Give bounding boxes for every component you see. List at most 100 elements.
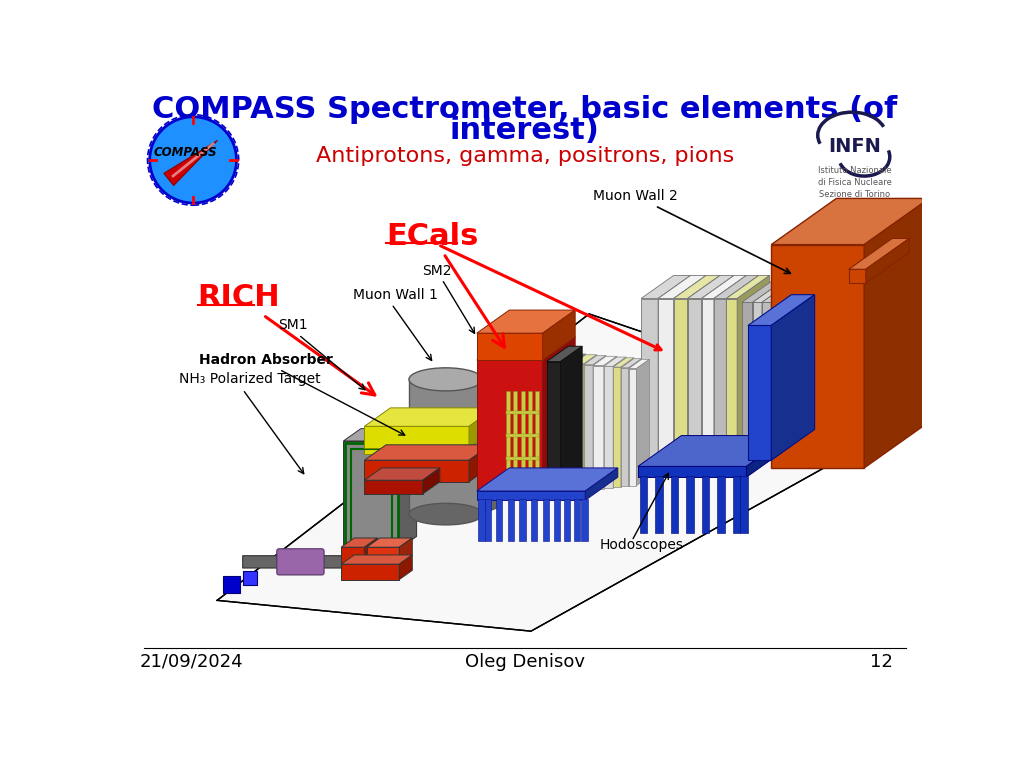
Polygon shape — [714, 276, 759, 299]
Polygon shape — [726, 276, 759, 449]
Polygon shape — [399, 555, 413, 580]
Polygon shape — [604, 357, 626, 366]
Polygon shape — [365, 460, 469, 482]
Polygon shape — [367, 548, 399, 564]
Polygon shape — [399, 429, 417, 549]
Text: interest): interest) — [450, 115, 600, 144]
Polygon shape — [866, 238, 909, 283]
Polygon shape — [243, 556, 360, 568]
Polygon shape — [701, 276, 746, 299]
Bar — [701, 475, 710, 533]
Polygon shape — [636, 359, 649, 485]
FancyBboxPatch shape — [276, 549, 324, 575]
Bar — [573, 498, 580, 541]
Polygon shape — [638, 466, 746, 477]
Polygon shape — [477, 468, 617, 491]
Polygon shape — [753, 272, 796, 445]
Polygon shape — [737, 276, 770, 445]
Polygon shape — [701, 299, 714, 452]
Bar — [496, 498, 503, 541]
Polygon shape — [849, 238, 909, 270]
Polygon shape — [641, 276, 690, 299]
Bar — [531, 498, 538, 541]
Polygon shape — [762, 272, 805, 441]
Polygon shape — [604, 356, 616, 488]
Polygon shape — [638, 435, 790, 466]
Polygon shape — [423, 468, 440, 494]
Ellipse shape — [409, 368, 482, 391]
Polygon shape — [547, 362, 560, 492]
Polygon shape — [771, 198, 930, 245]
Polygon shape — [365, 439, 469, 460]
Polygon shape — [343, 441, 399, 549]
Polygon shape — [726, 299, 737, 445]
Polygon shape — [658, 276, 690, 468]
Text: COMPASS: COMPASS — [154, 146, 217, 159]
Bar — [222, 576, 240, 593]
Text: SM1: SM1 — [279, 318, 308, 333]
Polygon shape — [560, 346, 583, 492]
Polygon shape — [771, 245, 864, 468]
Polygon shape — [477, 333, 543, 360]
Polygon shape — [593, 356, 616, 366]
Text: ECals: ECals — [386, 222, 505, 347]
Polygon shape — [584, 365, 593, 489]
Bar — [671, 475, 678, 533]
Polygon shape — [674, 276, 720, 299]
Polygon shape — [593, 366, 604, 488]
Polygon shape — [341, 564, 399, 580]
Polygon shape — [687, 299, 701, 456]
Polygon shape — [365, 480, 423, 494]
Polygon shape — [753, 272, 805, 303]
Bar — [543, 498, 549, 541]
Polygon shape — [762, 303, 771, 437]
Text: Antiprotons, gamma, positrons, pions: Antiprotons, gamma, positrons, pions — [315, 146, 734, 166]
Polygon shape — [613, 358, 634, 367]
Polygon shape — [469, 414, 495, 454]
Polygon shape — [341, 548, 365, 564]
Text: 21/09/2024: 21/09/2024 — [139, 653, 244, 671]
Polygon shape — [613, 367, 621, 487]
Polygon shape — [217, 314, 907, 631]
Bar — [519, 498, 525, 541]
Bar — [484, 498, 490, 541]
Polygon shape — [687, 276, 720, 460]
Bar — [740, 475, 748, 533]
Polygon shape — [482, 376, 500, 514]
Polygon shape — [365, 420, 495, 439]
Polygon shape — [469, 408, 495, 448]
Polygon shape — [365, 538, 378, 564]
Polygon shape — [469, 445, 490, 482]
Polygon shape — [399, 538, 413, 564]
Polygon shape — [586, 468, 617, 500]
Bar — [508, 498, 514, 541]
Polygon shape — [714, 276, 746, 452]
Bar — [582, 498, 588, 541]
Bar — [732, 475, 740, 533]
Polygon shape — [714, 299, 726, 449]
Text: SM2: SM2 — [423, 264, 452, 279]
Polygon shape — [748, 295, 815, 326]
Polygon shape — [621, 358, 634, 487]
Polygon shape — [560, 354, 586, 363]
Bar — [521, 391, 524, 491]
Polygon shape — [547, 346, 583, 362]
Polygon shape — [572, 354, 586, 492]
Polygon shape — [343, 429, 417, 441]
Text: Hodoscopes: Hodoscopes — [599, 538, 683, 551]
Polygon shape — [864, 198, 930, 468]
Bar — [351, 449, 391, 541]
Text: Istituto Nazionale
di Fisica Nucleare
Sezione di Torino: Istituto Nazionale di Fisica Nucleare Se… — [818, 166, 892, 199]
Polygon shape — [849, 270, 866, 283]
Polygon shape — [629, 369, 636, 485]
Polygon shape — [621, 368, 629, 486]
Polygon shape — [746, 435, 790, 477]
Polygon shape — [741, 272, 796, 303]
Bar — [513, 391, 517, 491]
Polygon shape — [477, 360, 543, 495]
Circle shape — [150, 117, 237, 203]
Bar — [506, 434, 539, 437]
Bar — [243, 571, 257, 585]
Bar — [535, 391, 539, 491]
Polygon shape — [674, 276, 707, 464]
